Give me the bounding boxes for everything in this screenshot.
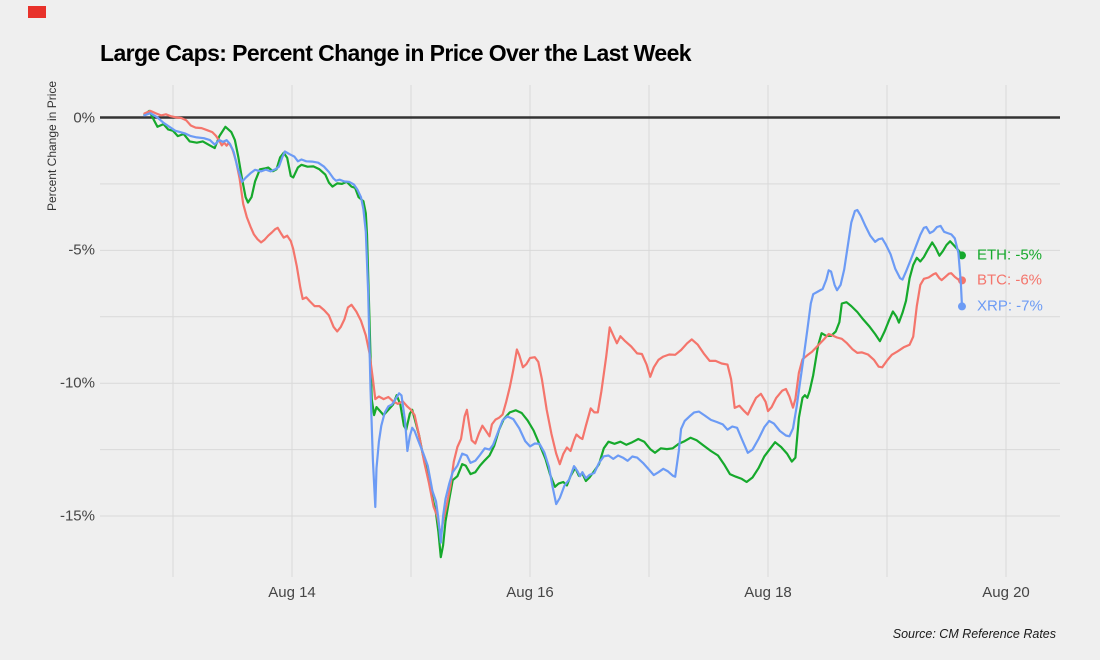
series-end-label-btc: BTC: -6% [977, 271, 1043, 289]
red-marker-icon [28, 6, 46, 18]
y-tick-label: -5% [68, 241, 95, 259]
series-line-eth[interactable] [143, 109, 964, 559]
source-attribution: Source: CM Reference Rates [892, 627, 1056, 641]
x-tick-label: Aug 16 [506, 584, 554, 601]
y-tick-label: -15% [59, 507, 95, 525]
y-tick-label: -10% [59, 374, 95, 392]
x-tick-label: Aug 18 [744, 584, 792, 601]
series-end-label-eth: ETH: -5% [977, 246, 1043, 264]
series-line-xrp[interactable] [143, 112, 964, 544]
series-line-btc[interactable] [143, 109, 964, 538]
series-end-dot-btc [957, 276, 966, 285]
x-tick-label: Aug 14 [268, 584, 316, 601]
series-end-label-xrp: XRP: -7% [977, 297, 1043, 315]
series-end-dot-xrp [957, 302, 966, 311]
x-tick-label: Aug 20 [982, 584, 1030, 601]
series-end-dot-eth [957, 251, 966, 260]
y-tick-label: 0% [73, 109, 95, 126]
chart-title: Large Caps: Percent Change in Price Over… [100, 40, 692, 66]
